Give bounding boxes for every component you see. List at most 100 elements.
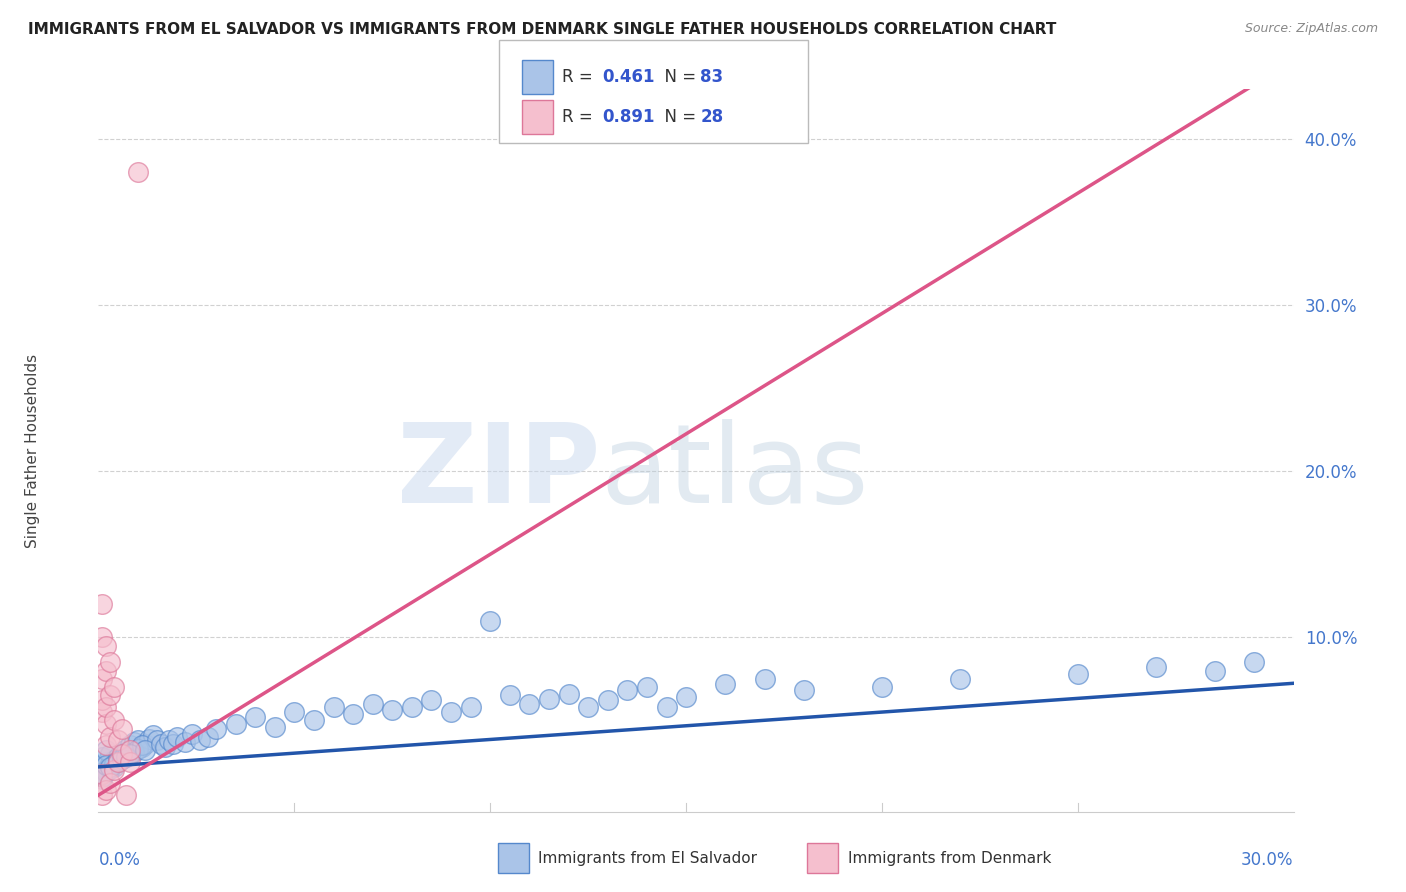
Point [91,630,114,644]
Point [138,731,160,746]
Point [134,737,156,751]
Point [91,788,114,802]
Point [111,747,134,761]
Point [107,750,129,764]
Point [127,165,149,179]
Point [949,672,972,686]
Point [714,677,737,691]
Point [115,750,138,764]
Point [98,776,121,790]
Text: Single Father Households: Single Father Households [25,353,41,548]
Point [96,758,118,772]
Point [91,750,114,764]
Point [127,733,149,747]
Point [401,700,423,714]
Point [479,614,502,628]
Point [107,755,129,769]
Point [225,716,247,731]
Point [793,683,815,698]
Point [675,690,697,705]
Point [96,739,118,753]
Point [111,747,134,761]
Point [1144,660,1167,674]
Text: atlas: atlas [600,418,869,525]
Point [655,700,678,714]
Point [127,741,149,756]
Point [96,664,118,678]
Point [596,693,619,707]
Point [103,763,125,777]
Point [98,760,121,774]
Point [381,703,404,717]
Point [181,726,204,740]
Point [98,730,121,744]
Point [122,735,145,749]
Point [96,639,118,653]
Point [98,762,121,776]
Point [150,737,173,751]
Text: Source: ZipAtlas.com: Source: ZipAtlas.com [1244,22,1378,36]
Point [96,783,118,797]
Text: IMMIGRANTS FROM EL SALVADOR VS IMMIGRANTS FROM DENMARK SINGLE FATHER HOUSEHOLDS : IMMIGRANTS FROM EL SALVADOR VS IMMIGRANT… [28,22,1056,37]
Point [122,745,145,759]
Point [205,722,228,736]
Text: 83: 83 [700,68,723,86]
Point [118,743,141,757]
Point [342,706,364,721]
Point [131,739,153,754]
Text: R =: R = [562,109,599,127]
Point [283,705,305,719]
Point [96,764,118,779]
Point [146,733,169,747]
Point [103,760,125,774]
Point [98,655,121,669]
Point [103,714,125,728]
Point [107,753,129,767]
Point [91,693,114,707]
Point [103,753,125,767]
Point [96,763,118,777]
Point [111,722,134,736]
Text: 0.461: 0.461 [602,68,654,86]
Text: N =: N = [654,109,702,127]
Point [91,766,114,780]
Point [134,743,156,757]
Point [499,689,522,703]
Point [361,697,384,711]
Point [91,597,114,611]
Point [440,705,463,719]
Text: R =: R = [562,68,599,86]
Point [636,680,658,694]
Point [91,770,114,784]
Point [153,739,176,754]
Point [870,680,893,694]
Point [96,716,118,731]
Point [557,687,579,701]
Point [131,739,153,753]
Point [142,728,165,742]
Text: Immigrants from El Salvador: Immigrants from El Salvador [538,851,758,865]
Point [166,730,188,744]
Point [118,748,141,763]
Point [91,766,114,780]
Point [96,743,118,757]
Point [263,720,285,734]
Point [420,693,443,707]
Point [157,733,180,747]
Point [103,756,125,771]
Point [162,737,184,751]
Text: 28: 28 [700,109,723,127]
Point [103,680,125,694]
Point [302,714,325,728]
Text: 30.0%: 30.0% [1241,852,1294,870]
Point [115,745,138,759]
Point [754,672,776,686]
Text: 0.891: 0.891 [602,109,654,127]
Point [107,755,129,769]
Point [91,705,114,719]
Point [1067,666,1090,681]
Point [107,733,129,747]
Point [519,697,541,711]
Point [118,747,141,761]
Point [460,700,482,714]
